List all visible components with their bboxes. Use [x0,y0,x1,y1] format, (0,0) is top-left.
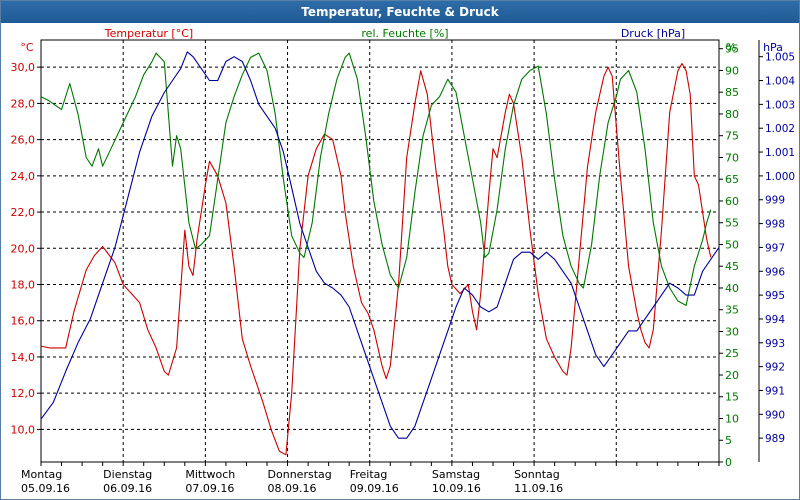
humidity-tick-label: 5 [725,434,732,447]
humidity-tick-label: 95 [725,43,739,56]
x-date-label: 06.09.16 [103,482,152,495]
x-day-label: Montag [21,468,62,481]
temp-tick-label: 30,0 [11,61,36,74]
temp-tick-label: 10,0 [11,423,36,436]
pressure-tick-label: 990 [765,409,785,421]
humidity-tick-label: 35 [725,304,739,317]
chart-canvas: 10,0 12,0 14,0 16,0 18,0 20,0 22,0 24,0 26,0 28,0… [11,27,796,495]
temperature-line [40,62,712,456]
humidity-tick-label: 70 [725,151,739,164]
pressure-tick-label: 997 [765,242,785,254]
x-day-label: Mittwoch [185,468,235,481]
temp-tick-label: 20,0 [11,242,36,255]
x-date-label: 05.09.16 [21,482,70,495]
x-day-label: Sonntag [514,468,560,481]
humidity-tick-label: 15 [725,391,739,404]
x-date-label: 07.09.16 [185,482,234,495]
x-day-label: Donnerstag [268,468,332,481]
pressure-unit-label: hPa [763,41,783,54]
pressure-tick-label: 1.002 [765,123,795,135]
humidity-tick-label: 0 [725,456,732,469]
pressure-line [40,51,720,439]
humidity-tick-label: 50 [725,238,739,251]
x-day-label: Freitag [350,468,388,481]
temp-tick-label: 18,0 [11,279,36,292]
temp-tick-label: 24,0 [11,170,36,183]
humidity-tick-label: 85 [725,86,739,99]
x-date-label: 11.09.16 [514,482,563,495]
humidity-tick-label: 20 [725,369,739,382]
humidity-tick-label: 10 [725,412,739,425]
pressure-tick-label: 1.005 [765,52,795,64]
temp-tick-label: 16,0 [11,315,36,328]
temp-tick-label: 22,0 [11,206,36,219]
pressure-tick-label: 993 [765,338,785,350]
x-date-label: 09.09.16 [350,482,399,495]
humidity-tick-label: 40 [725,282,739,295]
humidity-tick-label: 55 [725,217,739,230]
humidity-tick-label: 30 [725,325,739,338]
pressure-series-label: Druck [hPa] [621,27,685,40]
temp-tick-label: 12,0 [11,387,36,400]
pressure-tick-label: 991 [765,385,785,397]
pressure-tick-label: 989 [765,433,785,445]
humidity-tick-label: 75 [725,130,739,143]
humidity-tick-label: 45 [725,260,739,273]
pressure-tick-label: 998 [765,219,785,231]
temp-tick-label: 26,0 [11,134,36,147]
pressure-tick-label: 994 [765,314,785,326]
pressure-tick-label: 1.003 [765,99,795,111]
humidity-tick-label: 80 [725,108,739,121]
temp-unit-label: °C [20,41,34,54]
humidity-tick-label: 60 [725,195,739,208]
pressure-tick-label: 996 [765,266,785,278]
pressure-tick-label: 995 [765,290,785,302]
pressure-tick-label: 1.001 [765,147,795,159]
x-day-label: Samstag [432,468,480,481]
humidity-series-label: rel. Feuchte [%] [361,27,448,40]
humidity-unit-label: % [726,41,736,54]
pressure-tick-label: 1.004 [765,76,795,88]
humidity-tick-label: 65 [725,173,739,186]
temp-series-label: Temperatur [°C] [104,27,193,40]
humidity-line [40,52,712,306]
temp-tick-label: 28,0 [11,97,36,110]
x-date-label: 08.09.16 [268,482,317,495]
humidity-tick-label: 90 [725,64,739,77]
chart-title: Temperatur, Feuchte & Druck [1,1,799,23]
temp-tick-label: 14,0 [11,351,36,364]
pressure-tick-label: 999 [765,195,785,207]
pressure-tick-label: 1.000 [765,171,795,183]
x-date-label: 10.09.16 [432,482,481,495]
humidity-tick-label: 25 [725,347,739,360]
x-day-label: Dienstag [103,468,152,481]
pressure-tick-label: 992 [765,362,785,374]
